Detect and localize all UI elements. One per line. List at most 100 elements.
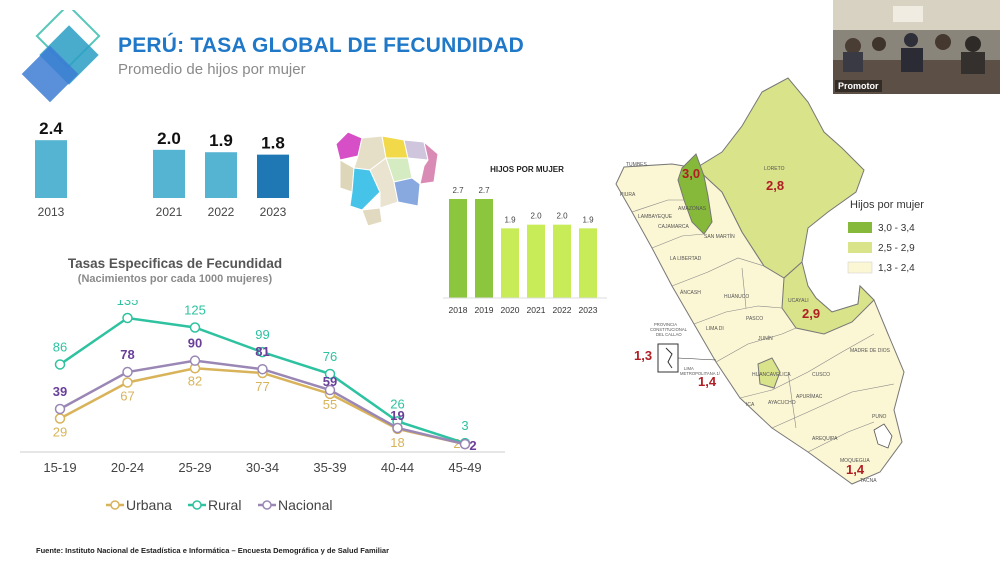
hpm-bar: [449, 199, 467, 298]
map-region-ucayali: [781, 261, 875, 335]
map-label-callao: PROVINCIA CONSTITUCIONAL DEL CALLAO: [650, 322, 688, 337]
tef-data-label: 67: [120, 388, 134, 403]
tef-point-rural: [54, 359, 66, 370]
map-label-tacna: TACNA: [860, 478, 877, 484]
video-thumbnail[interactable]: Promotor: [833, 0, 1000, 94]
tef-data-label: 59: [323, 374, 337, 389]
map-legend-title: Hijos por mujer: [850, 199, 924, 211]
map-value-amazonas: 3,0: [682, 166, 700, 181]
page-subtitle: Promedio de hijos por mujer: [118, 61, 306, 78]
hpm-value-label: 2.0: [556, 212, 568, 221]
legend-swatch-low: [847, 261, 873, 274]
tgf-bar-chart: 2.4 2013 2.0 2021 1.9 2022 1.8 2023: [35, 119, 289, 219]
hpm-value-label: 2.7: [478, 186, 490, 195]
tef-point-rural: [122, 312, 133, 324]
map-label-arequipa: AREQUIPA: [812, 436, 838, 442]
tef-category-label: 20-24: [111, 460, 144, 475]
tgf-bar: [153, 149, 185, 198]
tef-data-label: 86: [53, 339, 67, 354]
map-label-piura: PIURA: [620, 192, 636, 198]
map-label-tumbes: TUMBES: [626, 162, 648, 168]
tef-data-label: 76: [323, 349, 337, 364]
map-label-cajamarca: CAJAMARCA: [658, 224, 690, 230]
tef-point-rural: [324, 368, 336, 380]
tef-data-label: 26: [390, 396, 404, 411]
legend-label-mid: 2,5 - 2,9: [878, 243, 915, 254]
map-value-callao: 1,3: [634, 348, 652, 363]
map-region-huancavelica: [757, 357, 781, 389]
map-value-loreto: 2,8: [766, 178, 784, 193]
tef-data-label: 18: [390, 435, 404, 450]
tgf-value-label: 2.0: [157, 129, 181, 148]
callao-label-part: CONSTITUCIONAL: [650, 327, 688, 332]
hpm-category-label: 2023: [579, 305, 598, 315]
map-label-lima-di: LIMA DI: [706, 326, 724, 332]
tef-data-label: 135: [117, 300, 139, 308]
hpm-bar: [475, 199, 493, 298]
tef-category-label: 45-49: [448, 460, 481, 475]
map-label-moquegua: MOQUEGUA: [840, 458, 870, 464]
tef-point-nacional: [122, 366, 133, 378]
tef-data-label: 29: [53, 425, 67, 440]
tef-category-label: 25-29: [178, 460, 211, 475]
map-value-moquegua: 1,4: [846, 462, 865, 477]
map-region-loreto: [695, 77, 865, 279]
tef-point-nacional: [324, 384, 336, 396]
map-value-lima: 1,4: [698, 374, 717, 389]
callao-label-part: DEL CALLAO: [656, 332, 682, 337]
tef-point-nacional: [392, 422, 403, 434]
tef-legend-marker: [262, 500, 272, 510]
tgf-value-label: 1.8: [261, 134, 285, 153]
peru-fertility-map: TUMBES PIURA LAMBAYEQUE CAJAMARCA AMAZON…: [615, 77, 905, 485]
page-title: PERÚ: TASA GLOBAL DE FECUNDIDAD: [118, 34, 524, 57]
tef-line-chart: 29 67 82 77 55 18 2 86 135 125 99 76 26 3 39 78 90 81 59 19…: [20, 300, 505, 513]
tgf-value-label: 1.9: [209, 131, 233, 150]
legend-swatch-high: [848, 222, 872, 233]
tef-data-label: 81: [255, 344, 269, 359]
lima-metro-label-part: LIMA: [684, 366, 694, 371]
tef-legend-marker: [110, 500, 120, 510]
hpm-value-label: 1.9: [582, 215, 594, 224]
hpm-bar: [553, 224, 571, 298]
hpm-bar: [527, 224, 545, 298]
tef-category-label: 15-19: [43, 460, 76, 475]
tef-legend-marker: [192, 500, 202, 510]
tef-data-label: 99: [255, 327, 269, 342]
map-label-ucayali: UCAYALI: [788, 298, 809, 304]
hpm-category-label: 2021: [527, 305, 546, 315]
tef-category-label: 30-34: [246, 460, 279, 475]
tef-legend-label: Nacional: [278, 497, 332, 513]
map-label-la-libertad: LA LIBERTAD: [670, 256, 702, 262]
legend-label-high: 3,0 - 3,4: [878, 223, 915, 234]
map-value-ucayali: 2,9: [802, 306, 820, 321]
tef-point-nacional: [189, 355, 201, 366]
map-label-amazonas: AMAZONAS: [678, 206, 707, 212]
map-label-san-martin: SAN MARTÍN: [704, 233, 735, 240]
map-label-cusco: CUSCO: [812, 372, 830, 378]
tgf-value-label: 2.4: [39, 119, 63, 138]
tef-legend-label: Rural: [208, 497, 241, 513]
map-label-huancavelica: HUANCAVELICA: [752, 372, 791, 378]
tgf-category-label: 2022: [208, 205, 235, 219]
hpm-value-label: 1.9: [504, 215, 516, 224]
map-label-lima-metro: LIMA METROPOLITANA 1/: [680, 366, 721, 376]
tef-category-label: 35-39: [313, 460, 346, 475]
hpm-bar-chart: HIJOS POR MUJER 2.7 2018 2.7 2019 1.9 2020 2.0 2…: [443, 165, 607, 315]
tef-data-label: 78: [120, 347, 134, 362]
tef-data-label: 2: [469, 438, 476, 453]
tef-chart-title: Tasas Especificas de Fecundidad: [67, 256, 283, 271]
map-region-amazonas: [677, 153, 713, 235]
video-scene: [833, 0, 1000, 94]
hpm-bar: [501, 228, 519, 298]
tef-data-label: 125: [184, 302, 206, 317]
hpm-value-label: 2.0: [530, 212, 542, 221]
tef-chart-subtitle: (Nacimientos por cada 1000 mujeres): [77, 273, 273, 285]
tef-point-urbana: [122, 377, 133, 388]
map-label-ayacucho: AYACUCHO: [768, 400, 796, 406]
tef-point-urbana: [54, 413, 66, 424]
tgf-bar: [257, 154, 289, 198]
tgf-category-label: 2023: [260, 205, 287, 219]
callao-label-part: PROVINCIA: [654, 322, 677, 327]
tef-data-label: 90: [188, 336, 202, 351]
tef-point-nacional: [54, 403, 66, 415]
